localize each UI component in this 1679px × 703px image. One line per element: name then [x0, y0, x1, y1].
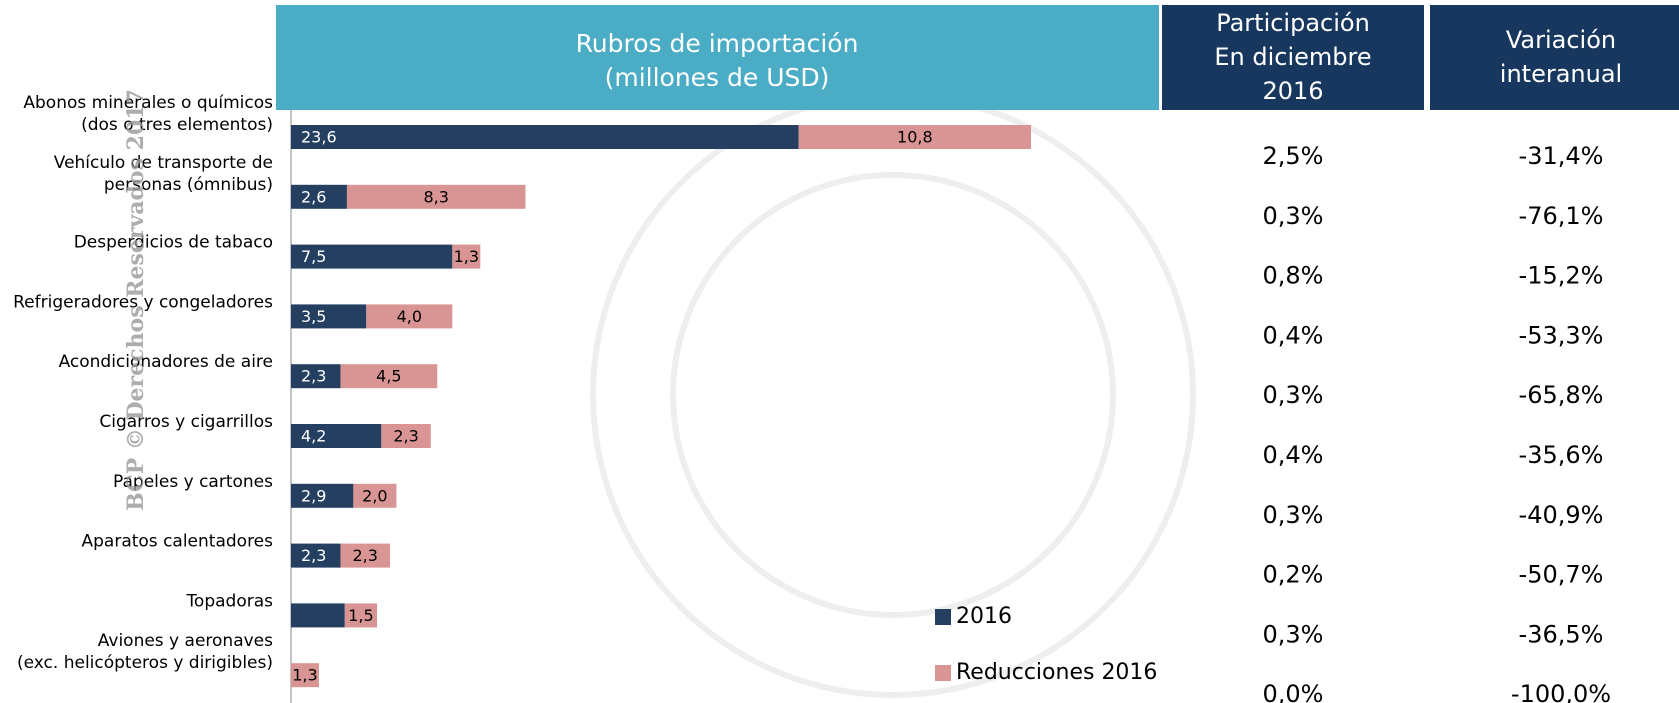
- bar-segment: [344, 603, 378, 628]
- legend-swatch: [935, 665, 951, 681]
- value-label: 10,8: [897, 128, 933, 147]
- bar-segment: [340, 543, 390, 568]
- column-header: Participación: [1216, 9, 1370, 37]
- column-header: 2016: [1262, 77, 1323, 105]
- table-cell: -65,8%: [1519, 381, 1604, 409]
- table-cell: 2,5%: [1263, 142, 1324, 170]
- category-label: Cigarros y cigarrillos: [99, 412, 273, 432]
- legend-label: 2016: [956, 604, 1012, 629]
- bar-segment: [291, 184, 347, 209]
- bar-segment: [353, 483, 397, 508]
- value-label: 2,0: [362, 486, 387, 505]
- category-label: Vehículo de transporte de: [54, 153, 273, 173]
- bar-segment: [340, 364, 438, 389]
- seal-watermark: [590, 92, 1196, 698]
- bar-segment: [291, 603, 345, 628]
- category-label: Refrigeradores y congeladores: [13, 292, 273, 312]
- table-cell: 0,3%: [1263, 381, 1324, 409]
- category-label: (dos o tres elementos): [81, 115, 273, 135]
- value-label: 2,3: [301, 546, 326, 565]
- category-label: Desperdicios de tabaco: [74, 233, 273, 253]
- table-cell: -40,9%: [1519, 501, 1604, 529]
- table-cell: 0,4%: [1263, 441, 1324, 469]
- value-label: 8,3: [423, 187, 448, 206]
- bar-segment: [291, 364, 341, 389]
- table-cell: 0,3%: [1263, 501, 1324, 529]
- category-label: Aparatos calentadores: [82, 532, 274, 552]
- value-label: 2,3: [301, 367, 326, 386]
- bar-segment: [366, 304, 453, 329]
- legend-label: Reducciones 2016: [956, 660, 1157, 685]
- bar-segment: [291, 424, 382, 448]
- table-cell: -36,5%: [1519, 620, 1604, 648]
- legend-swatch: [935, 609, 951, 625]
- category-label: Papeles y cartones: [113, 472, 273, 492]
- bar-segment: [291, 304, 367, 329]
- bar-segment: [452, 244, 481, 269]
- table-cell: 0,8%: [1263, 262, 1324, 290]
- value-label: 2,9: [301, 486, 326, 505]
- bar-segment: [291, 244, 453, 269]
- table-cell: 0,3%: [1263, 620, 1324, 648]
- category-label: Aviones y aeronaves: [98, 631, 273, 651]
- table-cell: -31,4%: [1519, 142, 1604, 170]
- category-label: Abonos minerales o químicos: [23, 93, 273, 113]
- value-label: 4,5: [376, 367, 401, 386]
- category-label: personas (ómnibus): [104, 175, 273, 195]
- column-header: En diciembre: [1214, 43, 1371, 71]
- table-cell: 0,0%: [1263, 680, 1324, 703]
- value-label: 2,3: [393, 427, 418, 446]
- chart-title: (millones de USD): [605, 63, 830, 92]
- table-cell: 0,2%: [1263, 561, 1324, 589]
- bar-segment: [798, 125, 1031, 149]
- bar-segment: [291, 663, 319, 688]
- value-label: 4,0: [397, 307, 422, 326]
- category-label: Acondicionadores de aire: [59, 352, 273, 372]
- table-cell: 0,4%: [1263, 321, 1324, 349]
- watermark: BCP © Derechos Reservados 2017: [123, 89, 149, 511]
- chart-title: Rubros de importación: [576, 29, 859, 58]
- table-cell: -100,0%: [1511, 680, 1611, 703]
- value-label: 1,3: [292, 666, 317, 685]
- value-label: 1,3: [454, 247, 479, 266]
- value-label: 4,2: [301, 427, 326, 446]
- bar-segment: [291, 543, 341, 568]
- table-cell: -15,2%: [1519, 262, 1604, 290]
- value-label: 2,6: [301, 187, 326, 206]
- header-cell: [1162, 5, 1424, 110]
- column-header: interanual: [1500, 60, 1622, 88]
- bar-segment: [291, 125, 799, 149]
- header-cell: [276, 5, 1159, 110]
- value-label: 2,3: [352, 546, 377, 565]
- bar-segment: [346, 184, 526, 209]
- column-header: Variación: [1506, 26, 1616, 54]
- table-cell: -53,3%: [1519, 321, 1604, 349]
- value-label: 1,5: [348, 606, 373, 625]
- table-cell: -35,6%: [1519, 441, 1604, 469]
- table-cell: -76,1%: [1519, 202, 1604, 230]
- table-cell: 0,3%: [1263, 202, 1324, 230]
- header-cell: [1430, 5, 1679, 110]
- category-label: Topadoras: [185, 591, 273, 611]
- category-label: (exc. helicópteros y dirigibles): [17, 653, 273, 673]
- bar-segment: [381, 424, 431, 448]
- value-label: 7,5: [301, 247, 326, 266]
- value-label: 23,6: [301, 128, 337, 147]
- value-label: 3,5: [301, 307, 326, 326]
- bar-segment: [291, 483, 354, 508]
- table-cell: -50,7%: [1519, 561, 1604, 589]
